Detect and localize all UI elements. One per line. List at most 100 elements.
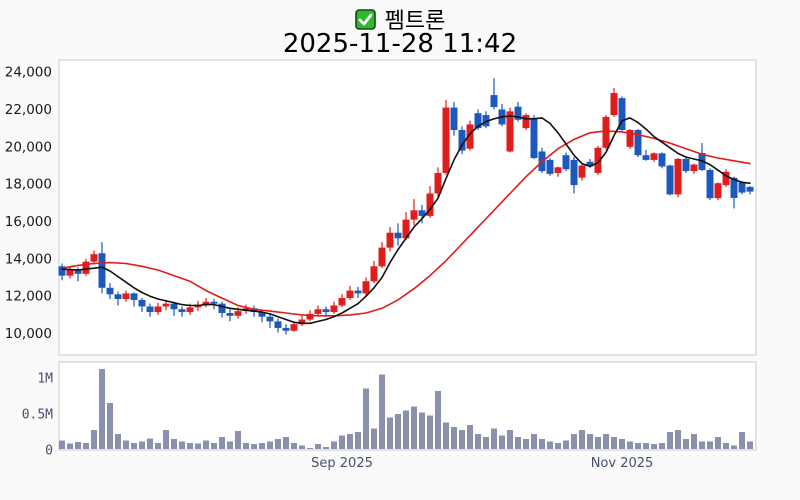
- candle: [530, 117, 538, 159]
- candle: [418, 210, 426, 216]
- series-checkbox[interactable]: [354, 8, 376, 30]
- volume-bar: [219, 437, 225, 449]
- volume-bar: [291, 442, 297, 449]
- candle: [114, 294, 122, 299]
- candle: [346, 290, 354, 299]
- candle: [266, 316, 274, 322]
- ma-fast-line: [61, 115, 751, 325]
- volume-bar: [267, 441, 273, 449]
- candle: [482, 115, 490, 127]
- volume-bar: [227, 441, 233, 449]
- candle: [378, 247, 386, 267]
- y-axis-label: 24,000: [5, 65, 52, 81]
- candle: [258, 312, 266, 317]
- candle: [650, 153, 658, 160]
- volume-bar: [547, 441, 553, 449]
- y-axis-label: 18,000: [5, 177, 52, 193]
- candle: [634, 130, 642, 156]
- volume-bar: [243, 442, 249, 449]
- candle: [466, 124, 474, 149]
- volume-bar: [555, 442, 561, 449]
- volume-bar: [715, 437, 721, 449]
- volume-bar: [75, 442, 81, 449]
- volume-bar: [347, 434, 353, 449]
- ma-slow-line: [61, 130, 751, 317]
- volume-bar: [443, 422, 449, 449]
- volume-bar: [587, 434, 593, 449]
- candle: [130, 293, 138, 300]
- volume-bar: [435, 390, 441, 449]
- volume-bar: [635, 442, 641, 449]
- candle: [666, 165, 674, 195]
- volume-bar: [363, 388, 369, 449]
- candle: [314, 309, 322, 314]
- volume-bar: [611, 437, 617, 449]
- candle: [154, 306, 162, 313]
- volume-bar: [467, 424, 473, 449]
- volume-bar: [179, 441, 185, 449]
- volume-bar: [403, 410, 409, 449]
- candle: [226, 312, 234, 316]
- candle: [546, 159, 554, 174]
- candle: [322, 309, 330, 313]
- volume-bar: [67, 443, 73, 449]
- candle: [386, 232, 394, 248]
- candle: [474, 113, 482, 129]
- candle: [138, 299, 146, 307]
- volume-bar: [739, 431, 745, 449]
- volume-bar: [483, 437, 489, 449]
- candle: [514, 106, 522, 120]
- x-axis-label: Sep 2025: [311, 456, 373, 471]
- volume-bar: [147, 438, 153, 449]
- candle: [410, 210, 418, 220]
- volume-bar: [331, 441, 337, 449]
- volume-bar: [387, 417, 393, 449]
- candle: [674, 158, 682, 195]
- volume-bar: [187, 442, 193, 449]
- candle: [706, 169, 714, 199]
- volume-bar: [211, 442, 217, 449]
- candle: [722, 171, 730, 186]
- candle: [250, 308, 258, 313]
- volume-bar: [155, 442, 161, 449]
- candle: [402, 219, 410, 239]
- volume-bar: [459, 429, 465, 449]
- volume-axis-label: 1M: [37, 371, 53, 386]
- candle: [210, 301, 218, 304]
- volume-bar: [723, 442, 729, 449]
- candle: [290, 324, 298, 331]
- volume-bar: [163, 429, 169, 449]
- candle: [522, 115, 530, 129]
- candle: [282, 327, 290, 331]
- volume-bar: [259, 442, 265, 449]
- volume-bar: [379, 374, 385, 449]
- candle: [234, 311, 242, 316]
- chart-title: 펨트론: [384, 9, 446, 34]
- candle: [450, 107, 458, 131]
- volume-bar: [419, 412, 425, 449]
- candle: [58, 266, 66, 276]
- candle: [730, 177, 738, 198]
- volume-bar: [499, 435, 505, 449]
- volume-bar: [275, 439, 281, 449]
- volume-bar: [171, 439, 177, 449]
- candle: [186, 307, 194, 313]
- candle: [506, 111, 514, 152]
- volume-bar: [195, 443, 201, 449]
- volume-bar: [283, 437, 289, 449]
- candle: [306, 313, 314, 320]
- candle: [658, 153, 666, 167]
- volume-axis-label: 0: [45, 444, 53, 459]
- volume-bar: [507, 429, 513, 449]
- volume-bar: [323, 447, 329, 449]
- volume-bar: [371, 428, 377, 449]
- candle: [330, 305, 338, 313]
- y-axis-label: 10,000: [5, 326, 52, 342]
- volume-bar: [107, 403, 113, 449]
- volume-bar: [731, 445, 737, 449]
- volume-bar: [307, 447, 313, 449]
- volume-bar: [563, 440, 569, 449]
- price-panel[interactable]: [58, 59, 757, 356]
- volume-bar: [523, 439, 529, 449]
